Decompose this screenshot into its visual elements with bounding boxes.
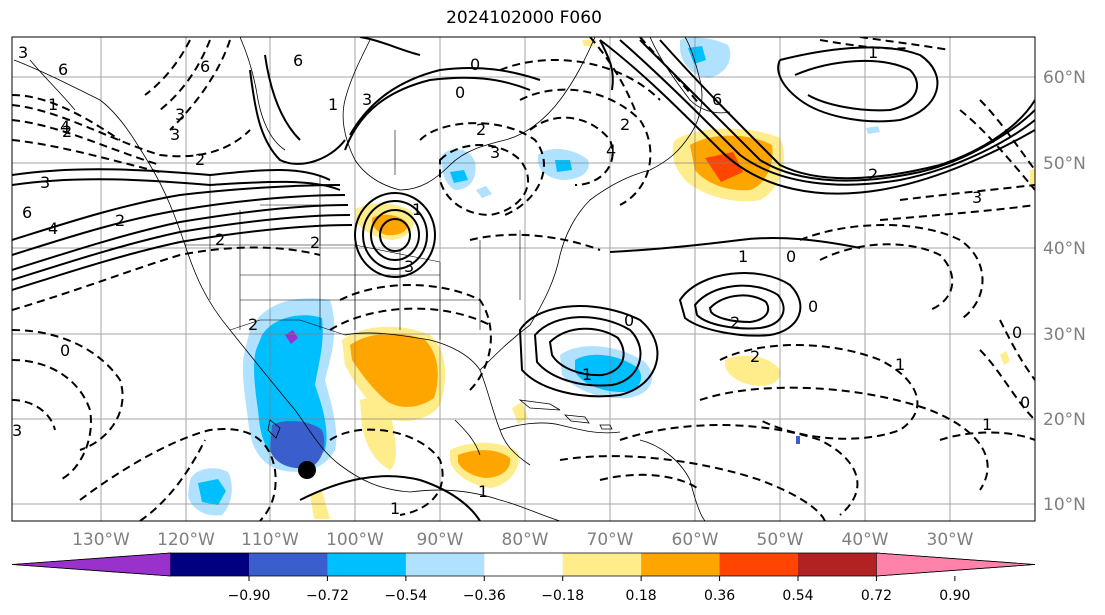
contour-label: 3	[175, 105, 185, 124]
lon-label: 80°W	[502, 530, 549, 550]
colorbar-segment	[248, 553, 328, 576]
lon-label: 40°W	[842, 530, 889, 550]
longitude-labels: 130°W 120°W 110°W 100°W 90°W 80°W 70°W 6…	[72, 530, 974, 550]
contour-label: 0	[808, 297, 818, 316]
contour-label: 3	[404, 257, 414, 276]
contour-label: 1	[868, 43, 878, 62]
contour-label: 0	[455, 83, 465, 102]
colorbar-tick-labels: −0.90 −0.72 −0.54 −0.36 −0.18 0.18 0.36 0.54 0.7…	[228, 576, 970, 604]
colorbar-tick-label: 0.18	[626, 588, 657, 604]
lon-label: 110°W	[241, 530, 299, 550]
lat-label: 60°N	[1043, 68, 1086, 88]
colorbar-segment	[170, 553, 250, 576]
contour-label: 6	[712, 90, 722, 109]
contour-label: 2	[750, 347, 760, 366]
colorbar-segment	[484, 553, 564, 576]
contour-label: 4	[60, 117, 70, 136]
contour-label: 2	[215, 230, 225, 249]
lon-label: 100°W	[326, 530, 384, 550]
lon-label: 50°W	[757, 530, 804, 550]
contour-label: 2	[868, 165, 878, 184]
contour-label: 4	[48, 219, 58, 238]
colorbar-segment	[798, 553, 877, 576]
lat-label: 30°N	[1043, 325, 1086, 345]
colorbar-tick-label: −0.18	[541, 588, 584, 604]
contour-label: 3	[490, 143, 500, 162]
colorbar-tick-label: 0.90	[939, 588, 970, 604]
contour-label: 2	[730, 313, 740, 332]
contour-label: 6	[58, 60, 68, 79]
contour-label: 0	[1012, 323, 1022, 342]
contour-label: 2	[62, 122, 72, 141]
contour-label: 3	[12, 421, 22, 440]
contour-label: 1	[412, 200, 422, 219]
contour-label: 3	[170, 125, 180, 144]
latitude-labels: 60°N 50°N 40°N 30°N 20°N 10°N	[1043, 68, 1086, 515]
contour-label: 2	[310, 233, 320, 252]
contour-label: 1	[328, 95, 338, 114]
contour-label: 3	[40, 173, 50, 192]
contour-label: 1	[738, 247, 748, 266]
colorbar-segment	[641, 553, 721, 576]
lat-label: 50°N	[1043, 154, 1086, 174]
contour-label: 2	[115, 211, 125, 230]
colorbar-tick-label: 0.54	[782, 588, 813, 604]
colorbar-extend-low	[11, 552, 171, 577]
contour-label: 2	[248, 315, 258, 334]
contour-label: 0	[60, 341, 70, 360]
contour-label: 0	[470, 55, 480, 74]
contours-positive	[12, 37, 1035, 521]
contour-label: 6	[293, 51, 303, 70]
colorbar-segment	[405, 553, 485, 576]
contour-label: 6	[22, 203, 32, 222]
colorbar-tick-label: 0.36	[704, 588, 735, 604]
storm-center-dot	[298, 461, 316, 479]
colorbar-tick-label: −0.72	[306, 588, 349, 604]
lon-label: 30°W	[927, 530, 974, 550]
contour-label: 1	[478, 482, 488, 501]
contour-label: 4	[606, 141, 616, 160]
colorbar-tick-label: −0.54	[384, 588, 427, 604]
contour-label: 6	[200, 57, 210, 76]
contour-label: 0	[624, 311, 634, 330]
lat-label: 10°N	[1043, 495, 1086, 515]
lat-label: 40°N	[1043, 239, 1086, 259]
contour-label: 1	[48, 95, 58, 114]
contour-label: 3	[362, 90, 372, 109]
colorbar-segment	[327, 553, 407, 576]
colorbar-outline	[11, 552, 1036, 577]
colorbar-extend-high	[876, 552, 1036, 577]
map-title: 2024102000 F060	[446, 8, 602, 28]
lon-label: 70°W	[587, 530, 634, 550]
contour-label: 1	[982, 415, 992, 434]
colorbar-tick-label: 0.72	[861, 588, 892, 604]
contour-label: 0	[786, 247, 796, 266]
colorbar	[11, 552, 1036, 577]
contour-label: 1	[895, 355, 905, 374]
lon-label: 130°W	[72, 530, 130, 550]
colorbar-tick-label: −0.90	[228, 588, 271, 604]
map-frame	[11, 36, 1036, 522]
contours-negative	[12, 37, 1035, 521]
contour-label: 1	[582, 365, 592, 384]
contour-label: 1	[390, 499, 400, 518]
coastlines	[13, 37, 731, 521]
lon-label: 90°W	[417, 530, 464, 550]
contour-label: 3	[18, 43, 28, 62]
lon-label: 120°W	[157, 530, 215, 550]
contour-label: 0	[1020, 393, 1030, 412]
contour-label: 2	[195, 150, 205, 169]
contour-labels: 6 3 1 2 4 6 3 0 2 2 3 4 3 6 1 6 2 3 2 0 …	[12, 43, 1030, 518]
graticule	[12, 37, 1035, 521]
contour-label: 3	[972, 188, 982, 207]
colorbar-segment	[719, 553, 799, 576]
colorbar-segment	[562, 553, 642, 576]
lat-label: 20°N	[1043, 410, 1086, 430]
contour-label: 2	[620, 115, 630, 134]
colorbar-tick-label: −0.36	[463, 588, 506, 604]
lon-label: 60°W	[672, 530, 719, 550]
contour-label: 2	[476, 120, 486, 139]
